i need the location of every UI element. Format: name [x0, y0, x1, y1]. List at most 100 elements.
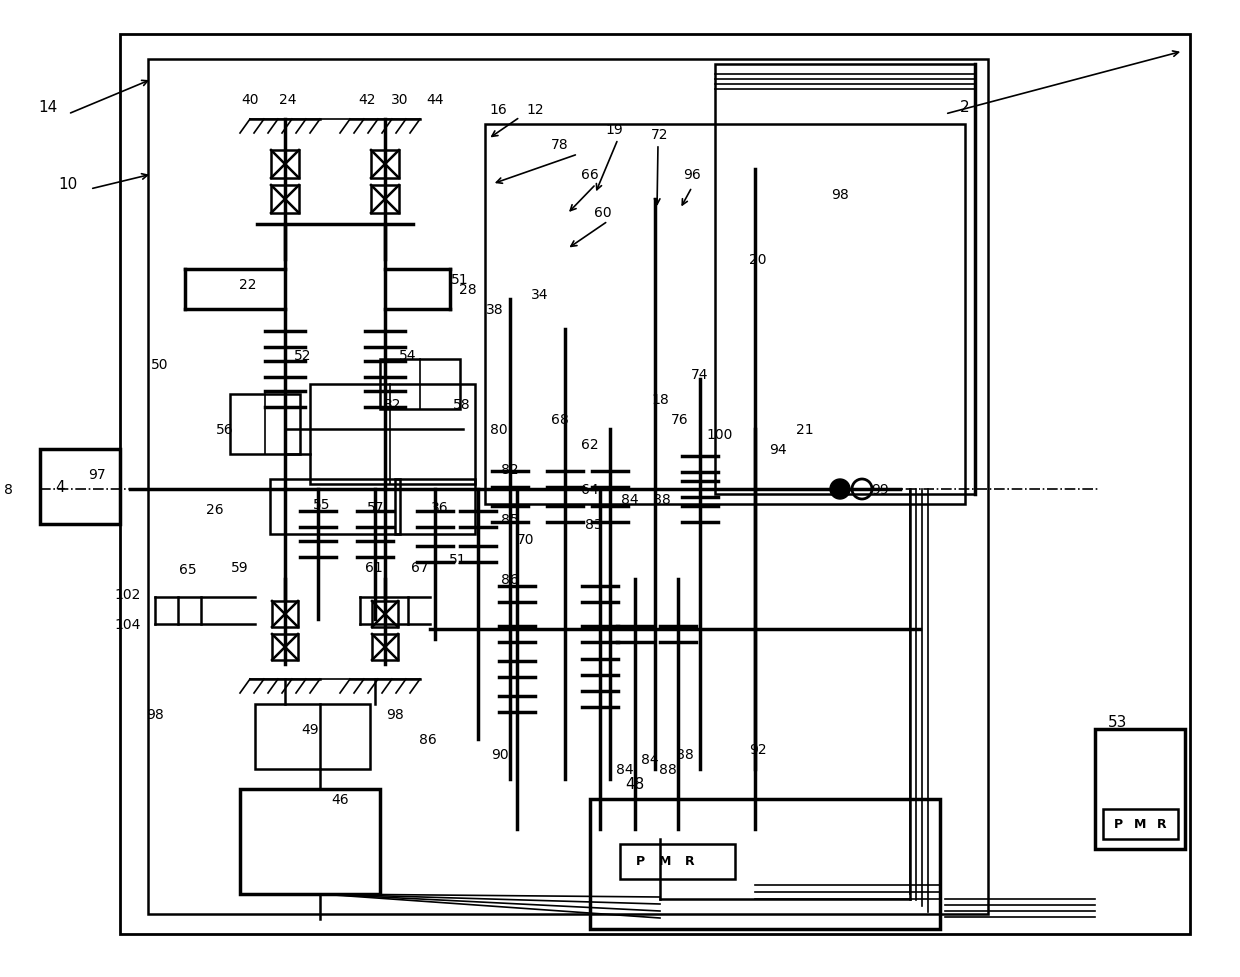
Text: 65: 65	[180, 563, 197, 576]
Text: 59: 59	[231, 561, 249, 574]
Text: 26: 26	[206, 502, 223, 517]
Bar	[255, 704, 370, 769]
Text: 98: 98	[146, 707, 164, 721]
Text: 52: 52	[294, 349, 311, 362]
Text: 21: 21	[796, 423, 813, 437]
Text: 51: 51	[451, 273, 469, 286]
Bar	[241, 789, 379, 894]
Text: 99: 99	[872, 483, 889, 496]
Text: 84: 84	[621, 492, 639, 506]
Text: 40: 40	[242, 93, 259, 106]
Text: 24: 24	[279, 93, 296, 106]
Bar	[310, 385, 475, 485]
Text: 66: 66	[582, 168, 599, 182]
Text: 90: 90	[491, 747, 508, 761]
Text: 34: 34	[531, 287, 549, 302]
Text: 72: 72	[651, 128, 668, 142]
Text: 60: 60	[594, 206, 611, 220]
Text: 78: 78	[552, 138, 569, 151]
Text: 83: 83	[585, 518, 603, 531]
Text: 32: 32	[384, 398, 402, 411]
Text: 18: 18	[651, 393, 668, 406]
Text: 96: 96	[683, 168, 701, 182]
Bar	[272, 602, 298, 627]
Text: 55: 55	[314, 497, 331, 512]
Text: 30: 30	[392, 93, 409, 106]
Text: 98: 98	[831, 188, 849, 202]
Text: 94: 94	[769, 443, 787, 456]
Text: 48: 48	[625, 777, 645, 791]
Text: 92: 92	[749, 743, 766, 756]
Text: 53: 53	[1109, 715, 1127, 730]
Text: 56: 56	[216, 423, 234, 437]
Text: 100: 100	[707, 428, 733, 442]
Bar	[229, 395, 300, 454]
Text: 84: 84	[616, 762, 634, 776]
Bar	[379, 360, 460, 409]
Text: 104: 104	[115, 617, 141, 631]
Text: 82: 82	[501, 462, 518, 477]
Text: 10: 10	[58, 177, 78, 192]
Text: 58: 58	[453, 398, 471, 411]
Text: 54: 54	[399, 349, 417, 362]
Text: R: R	[1157, 818, 1167, 830]
Bar	[272, 150, 299, 179]
Bar	[590, 799, 940, 929]
Text: 4: 4	[56, 480, 64, 495]
Text: 36: 36	[432, 500, 449, 515]
Text: 86: 86	[501, 573, 518, 586]
Bar	[485, 125, 965, 504]
Text: P: P	[635, 855, 645, 868]
Text: 97: 97	[88, 468, 105, 482]
Text: 38: 38	[486, 303, 503, 317]
Text: 74: 74	[691, 367, 709, 382]
Text: 98: 98	[386, 707, 404, 721]
Text: 20: 20	[749, 253, 766, 267]
Text: P: P	[1114, 818, 1122, 830]
Bar	[372, 602, 398, 627]
Text: 80: 80	[490, 423, 508, 437]
Text: 70: 70	[517, 532, 534, 546]
Bar	[396, 480, 475, 534]
Text: 16: 16	[489, 103, 507, 117]
Bar	[40, 449, 120, 525]
Text: 57: 57	[367, 500, 384, 515]
Text: 14: 14	[38, 101, 57, 115]
Text: 88: 88	[653, 492, 671, 506]
Bar	[272, 634, 298, 660]
Text: 28: 28	[459, 282, 477, 297]
Text: 46: 46	[331, 792, 348, 806]
Text: 19: 19	[605, 123, 622, 137]
Text: 50: 50	[151, 358, 169, 371]
Text: M: M	[1133, 818, 1146, 830]
Text: 51: 51	[449, 552, 466, 567]
Bar	[1104, 809, 1178, 839]
Text: 88: 88	[676, 747, 694, 761]
Text: 62: 62	[582, 438, 599, 451]
Text: 44: 44	[427, 93, 444, 106]
Bar	[1095, 729, 1185, 849]
Text: M: M	[658, 855, 671, 868]
Text: 64: 64	[582, 483, 599, 496]
Text: 2: 2	[960, 101, 970, 115]
Bar	[372, 634, 398, 660]
Bar	[120, 35, 1190, 934]
Circle shape	[830, 480, 849, 499]
Bar	[371, 150, 399, 179]
Bar	[272, 186, 299, 214]
Text: 88: 88	[660, 762, 677, 776]
Text: 84: 84	[641, 752, 658, 766]
Bar	[270, 480, 401, 534]
Bar	[371, 186, 399, 214]
Text: 85: 85	[501, 513, 518, 527]
Text: 8: 8	[4, 483, 12, 496]
Text: 22: 22	[239, 277, 257, 292]
Text: R: R	[686, 855, 694, 868]
Text: 86: 86	[419, 732, 436, 746]
Text: 42: 42	[358, 93, 376, 106]
Text: 68: 68	[551, 412, 569, 427]
Bar	[148, 60, 988, 914]
Bar	[620, 844, 735, 879]
Text: 61: 61	[365, 561, 383, 574]
Text: 102: 102	[115, 587, 141, 602]
